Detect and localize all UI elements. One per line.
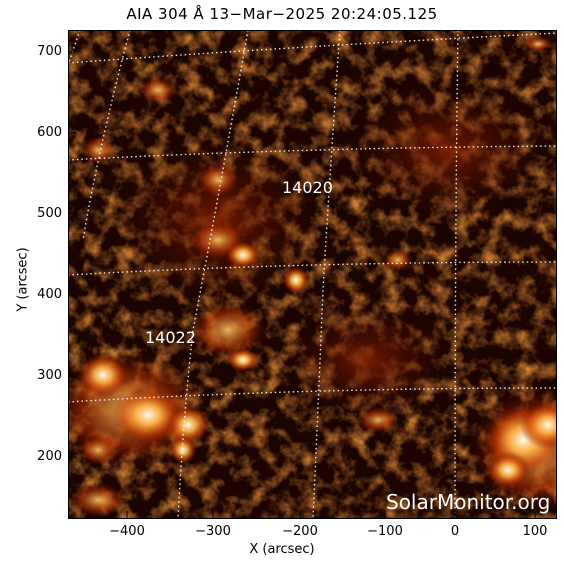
x-tick-label: −400 (109, 524, 145, 539)
image-title: AIA 304 Å 13−Mar−2025 20:24:05.125 (126, 5, 438, 23)
y-tick-label: 400 (37, 287, 62, 302)
y-tick-label: 700 (37, 44, 62, 59)
x-axis-label: X (arcsec) (249, 542, 315, 557)
region-label-14022: 14022 (145, 328, 196, 347)
x-tick-label: −300 (195, 524, 231, 539)
region-label-14020: 14020 (282, 178, 333, 197)
x-tick-label: −100 (367, 524, 403, 539)
x-tick-label: 0 (450, 524, 460, 539)
y-tick-label: 600 (37, 125, 62, 140)
y-tick-label: 200 (37, 449, 62, 464)
y-tick-label: 300 (37, 368, 62, 383)
heliographic-grid (68, 30, 557, 519)
solar-image: 14020 14022 SolarMonitor.org (68, 30, 557, 519)
x-tick-label: 100 (522, 524, 548, 539)
y-axis-label: Y (arcsec) (15, 247, 31, 312)
x-tick-label: −200 (282, 524, 318, 539)
watermark: SolarMonitor.org (386, 490, 551, 514)
y-tick-label: 500 (37, 206, 62, 221)
solar-texture (68, 30, 557, 519)
